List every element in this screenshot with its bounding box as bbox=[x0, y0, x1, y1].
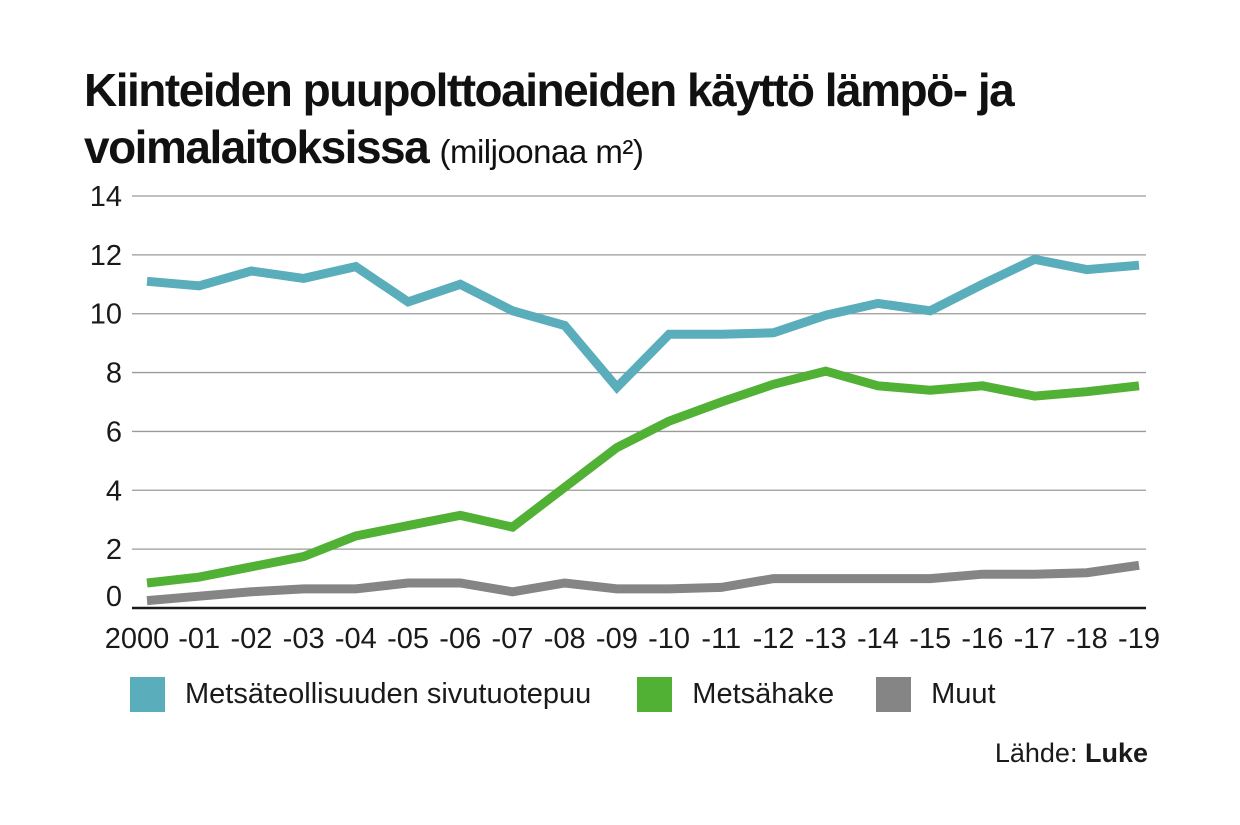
series-line-2 bbox=[146, 560, 1140, 606]
x-tick-label-7: -07 bbox=[492, 623, 534, 655]
source-label: Lähde: bbox=[994, 738, 1078, 768]
y-tick-label-14: 14 bbox=[90, 181, 122, 213]
legend-swatch-1 bbox=[637, 676, 673, 712]
y-tick-label-0: 0 bbox=[106, 581, 122, 613]
legend-label-1: Metsähake bbox=[692, 677, 835, 710]
x-tick-label-9: -09 bbox=[596, 623, 638, 655]
chart-title-text: Kiinteiden puupolttoaineiden käyttö lämp… bbox=[84, 64, 1015, 173]
x-tick-label-16: -16 bbox=[961, 623, 1003, 655]
x-tick-label-17: -17 bbox=[1014, 623, 1056, 655]
x-tick-label-18: -18 bbox=[1066, 623, 1108, 655]
x-tick-label-12: -12 bbox=[753, 623, 795, 655]
y-tick-label-2: 2 bbox=[106, 534, 122, 566]
x-tick-label-5: -05 bbox=[387, 623, 429, 655]
source-note: Lähde: Luke bbox=[995, 738, 1148, 769]
y-tick-label-10: 10 bbox=[90, 299, 122, 331]
legend-swatch-2 bbox=[876, 676, 912, 712]
y-tick-label-12: 12 bbox=[90, 240, 122, 272]
y-tick-label-6: 6 bbox=[106, 416, 122, 448]
x-tick-label-10: -10 bbox=[648, 623, 690, 655]
x-tick-label-14: -14 bbox=[857, 623, 899, 655]
x-tick-label-0: 2000 bbox=[105, 623, 170, 655]
chart-title: Kiinteiden puupolttoaineiden käyttö lämp… bbox=[84, 62, 1184, 180]
series-line-1 bbox=[146, 366, 1140, 588]
legend-item-0: Metsäteollisuuden sivutuotepuu bbox=[130, 676, 592, 712]
x-tick-label-13: -13 bbox=[805, 623, 847, 655]
y-tick-label-4: 4 bbox=[106, 475, 122, 507]
x-tick-label-3: -03 bbox=[283, 623, 325, 655]
chart-legend: Metsäteollisuuden sivutuotepuu Metsähake M… bbox=[130, 672, 1046, 716]
series-line-0 bbox=[146, 254, 1140, 394]
x-tick-label-6: -06 bbox=[439, 623, 481, 655]
x-tick-label-19: -19 bbox=[1118, 623, 1160, 655]
legend-item-2: Muut bbox=[876, 676, 996, 712]
x-tick-label-11: -11 bbox=[701, 623, 741, 655]
x-tick-label-1: -01 bbox=[178, 623, 220, 655]
y-tick-label-8: 8 bbox=[106, 358, 122, 390]
legend-label-2: Muut bbox=[931, 677, 996, 710]
legend-swatch-0 bbox=[130, 676, 165, 712]
source-name: Luke bbox=[1084, 738, 1148, 768]
x-tick-label-2: -02 bbox=[230, 623, 272, 655]
x-tick-label-8: -08 bbox=[544, 623, 586, 655]
legend-label-0: Metsäteollisuuden sivutuotepuu bbox=[185, 677, 592, 710]
legend-item-1: Metsähake bbox=[637, 676, 835, 712]
x-tick-label-15: -15 bbox=[909, 623, 951, 655]
x-tick-label-4: -04 bbox=[335, 623, 377, 655]
chart-unit: (miljoonaa m²) bbox=[439, 133, 644, 170]
